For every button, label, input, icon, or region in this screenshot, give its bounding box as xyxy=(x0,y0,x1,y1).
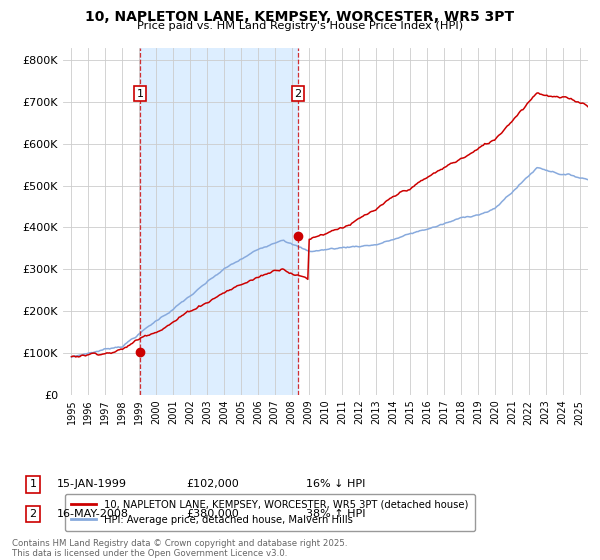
Text: 16% ↓ HPI: 16% ↓ HPI xyxy=(306,479,365,489)
Text: £102,000: £102,000 xyxy=(186,479,239,489)
Text: 1: 1 xyxy=(29,479,37,489)
Text: Contains HM Land Registry data © Crown copyright and database right 2025.
This d: Contains HM Land Registry data © Crown c… xyxy=(12,539,347,558)
Legend: 10, NAPLETON LANE, KEMPSEY, WORCESTER, WR5 3PT (detached house), HPI: Average pr: 10, NAPLETON LANE, KEMPSEY, WORCESTER, W… xyxy=(65,493,475,530)
Text: 1: 1 xyxy=(136,88,143,99)
Text: £380,000: £380,000 xyxy=(186,509,239,519)
Bar xyxy=(140,48,298,395)
Text: 2: 2 xyxy=(29,509,37,519)
Text: 10, NAPLETON LANE, KEMPSEY, WORCESTER, WR5 3PT: 10, NAPLETON LANE, KEMPSEY, WORCESTER, W… xyxy=(85,10,515,24)
Text: 16-MAY-2008: 16-MAY-2008 xyxy=(57,509,129,519)
Text: 38% ↑ HPI: 38% ↑ HPI xyxy=(306,509,365,519)
Text: Price paid vs. HM Land Registry's House Price Index (HPI): Price paid vs. HM Land Registry's House … xyxy=(137,21,463,31)
Text: 15-JAN-1999: 15-JAN-1999 xyxy=(57,479,127,489)
Text: 2: 2 xyxy=(295,88,301,99)
